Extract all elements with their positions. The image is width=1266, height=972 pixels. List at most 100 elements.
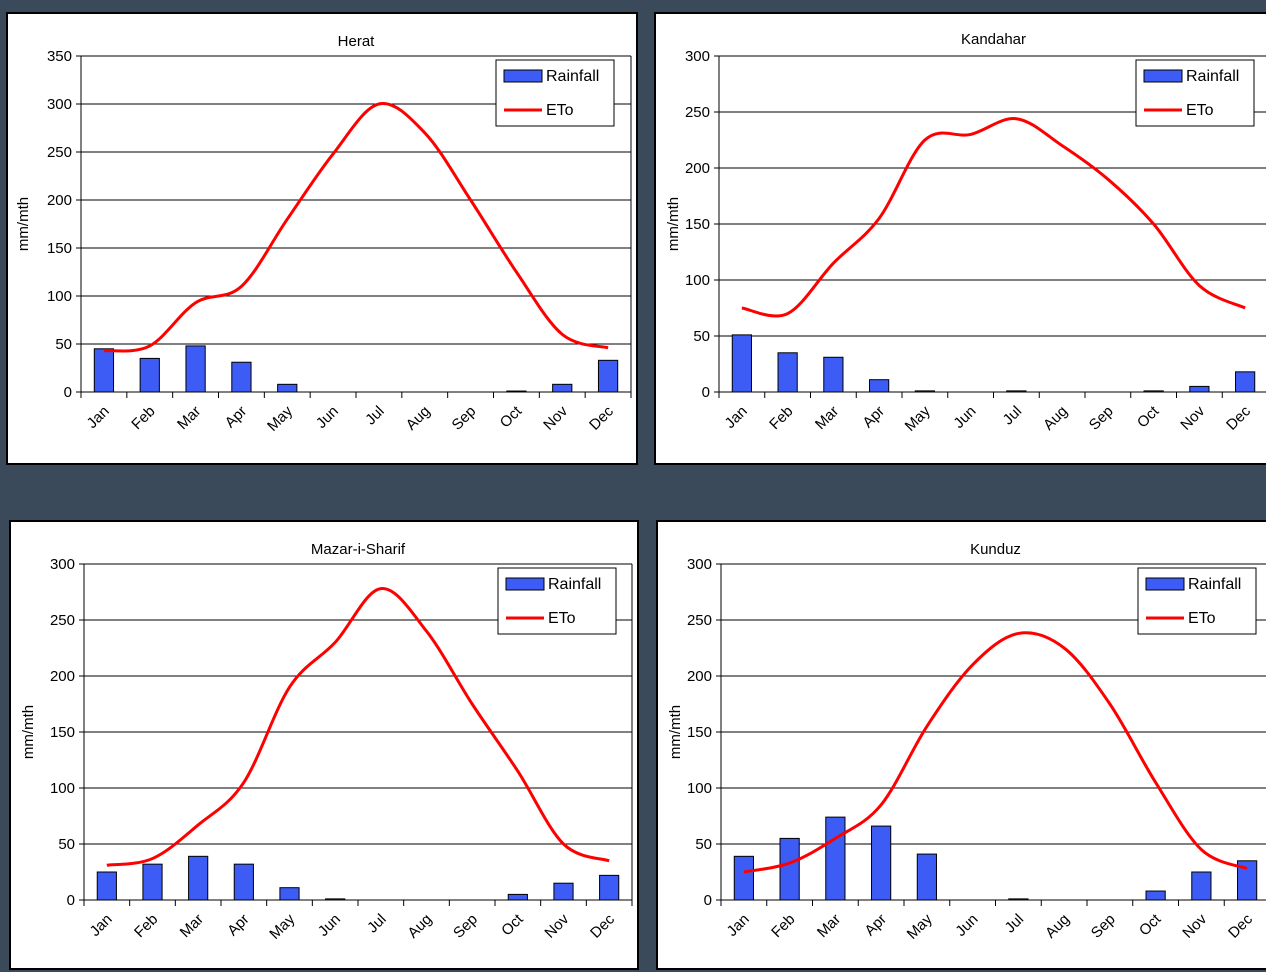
legend-label: Rainfall [546,68,599,85]
bar [552,383,573,393]
y-tick-label: 0 [64,384,72,401]
x-tick-label: Jan [87,911,116,940]
x-tick-label: Nov [1179,910,1210,941]
y-tick-label: 100 [687,780,712,797]
x-tick-label: Aug [1042,911,1073,942]
bar [914,390,935,393]
y-tick-label: 300 [685,48,710,65]
bar [916,853,937,901]
x-tick-label: Jul [1000,403,1026,429]
bar [188,855,209,901]
series-line-eto [106,587,610,867]
x-tick-label: Mar [812,403,842,433]
y-tick-label: 300 [687,556,712,573]
bar [731,334,752,393]
x-tick-label: Jul [364,911,390,937]
y-tick-label: 150 [687,724,712,741]
y-axis-label: mm/mth [665,197,682,251]
x-tick-label: May [264,402,296,434]
bar [233,863,254,901]
x-tick-label: Jan [724,911,753,940]
x-tick-label: Sep [449,403,480,434]
y-tick-label: 50 [55,336,72,353]
x-tick-label: Oct [497,402,526,431]
y-tick-label: 350 [47,48,72,65]
chart-svg-mazar-i-sharif: 0 50 100 150 200 250 300 Jan Feb Mar Apr May Jun Jul A… [20,541,633,943]
x-tick-label: Oct [498,910,527,939]
y-axis-label: mm/mth [15,197,32,251]
x-tick-label: Nov [1177,402,1208,433]
y-tick-label: 0 [67,892,75,909]
y-tick-label: 200 [685,160,710,177]
chart-panel-kandahar: 0 50 100 150 200 250 300 Jan Feb Mar Apr May Jun Jul A… [654,12,1266,465]
x-tick-label: Jul [1002,911,1028,937]
y-tick-label: 250 [47,144,72,161]
chart-title: Kunduz [970,541,1021,558]
legend-swatch-rainfall [1143,69,1183,83]
x-tick-label: Sep [1088,911,1119,942]
bar [325,898,346,901]
x-tick-label: Jun [952,911,981,940]
x-tick-label: Mar [177,911,207,941]
bar [506,390,527,393]
y-tick-label: 200 [687,668,712,685]
bar [779,837,800,901]
y-tick-label: 300 [50,556,75,573]
bar [599,874,620,901]
x-tick-label: Dec [1225,910,1256,941]
chart-panel-herat: 0 50 100 150 200 250 300 350 Jan Feb Mar Apr May Jun J… [6,12,638,465]
y-tick-label: 250 [50,612,75,629]
x-tick-label: Apr [224,911,253,940]
bar [1189,385,1210,393]
chart-title: Kandahar [961,31,1026,48]
x-tick-label: Oct [1134,402,1163,431]
x-tick-label: Oct [1136,910,1165,939]
x-tick-label: Aug [403,403,434,434]
bar [733,855,754,901]
chart-panel-mazar-i-sharif: 0 50 100 150 200 250 300 Jan Feb Mar Apr May Jun Jul A… [9,520,639,970]
y-axis-label: mm/mth [667,705,684,759]
x-tick-label: Feb [128,403,158,433]
chart-svg-kunduz: 0 50 100 150 200 250 300 Jan Feb Mar Apr May Jun Jul A… [667,541,1266,943]
bar [142,863,163,901]
x-tick-label: Apr [222,403,251,432]
legend-swatch-rainfall [1145,577,1185,591]
chart-svg-herat: 0 50 100 150 200 250 300 350 Jan Feb Mar Apr May Jun J… [15,33,632,435]
legend-label: ETo [1188,610,1216,627]
bar [93,348,115,393]
chart-title: Herat [338,33,376,50]
legend-label: ETo [548,610,576,627]
x-tick-label: Aug [1040,403,1071,434]
bar [507,893,528,901]
x-tick-label: Jun [315,911,344,940]
chart-title: Mazar-i-Sharif [311,541,406,558]
y-tick-label: 150 [50,724,75,741]
x-tick-label: Jun [950,403,979,432]
bar [871,825,892,901]
legend-label: Rainfall [548,576,601,593]
x-tick-label: May [266,910,298,942]
x-tick-label: Jan [84,403,113,432]
x-tick-label: May [902,402,934,434]
chart-panel-kunduz: 0 50 100 150 200 250 300 Jan Feb Mar Apr May Jun Jul A… [656,520,1266,970]
x-tick-label: Jul [362,403,388,429]
bar [597,359,619,393]
y-tick-label: 150 [47,240,72,257]
x-tick-label: Aug [404,911,435,942]
x-tick-label: Apr [861,911,890,940]
y-tick-label: 50 [693,328,710,345]
bar [777,352,798,393]
bar [823,356,844,393]
y-tick-label: 250 [687,612,712,629]
bar [185,345,206,393]
series-line-eto [103,102,609,353]
bar [277,383,298,393]
x-tick-label: Feb [766,403,796,433]
legend-label: ETo [546,102,574,119]
bar [1235,371,1256,393]
x-tick-label: Dec [586,402,617,433]
legend-label: ETo [1186,102,1214,119]
y-axis-label: mm/mth [20,705,37,759]
legend-label: Rainfall [1188,576,1241,593]
y-tick-label: 100 [685,272,710,289]
